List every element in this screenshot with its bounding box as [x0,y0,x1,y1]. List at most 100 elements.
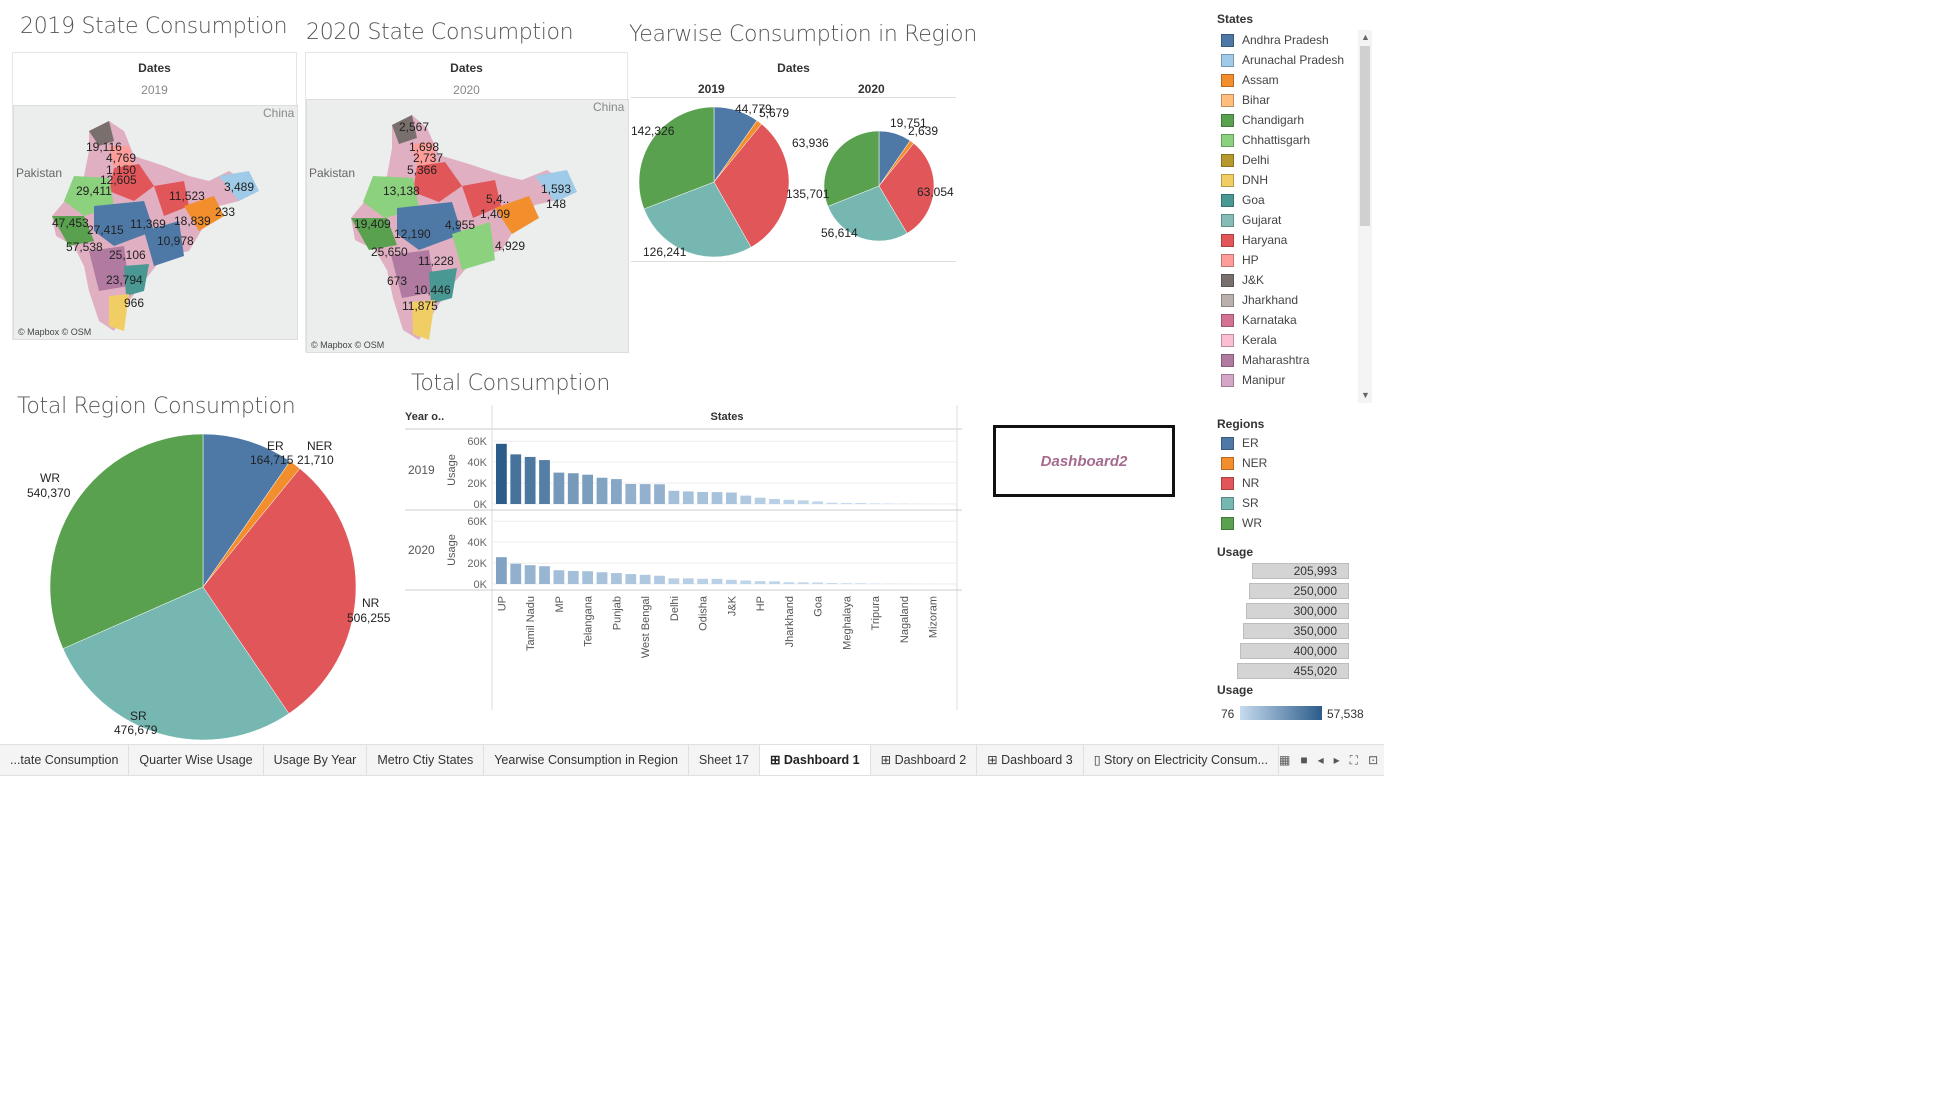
bar[interactable] [697,491,709,504]
sheet-tab[interactable]: ▯ Story on Electricity Consum... [1084,745,1279,775]
next-tab-icon[interactable]: ▸ [1333,753,1340,767]
bar[interactable] [611,573,622,584]
bar[interactable] [625,484,637,504]
bar[interactable] [797,500,809,504]
fullscreen-icon[interactable]: ⛶ [1349,752,1359,767]
legend-region-item[interactable]: ER [1221,433,1372,453]
legend-state-item[interactable]: HP [1221,250,1372,270]
bar[interactable] [496,557,507,584]
dashboard2-button[interactable]: Dashboard2 [993,425,1175,497]
sheet-tab[interactable]: Yearwise Consumption in Region [484,745,689,775]
bar[interactable] [654,484,665,504]
bar[interactable] [841,502,852,504]
scroll-up-icon[interactable]: ▲ [1361,32,1370,42]
legend-state-item[interactable]: Jharkhand [1221,290,1372,310]
bar[interactable] [812,582,824,584]
map-2019[interactable]: China Pakistan © Mapbox © OSM 19,116 4,7… [13,105,298,340]
scroll-down-icon[interactable]: ▼ [1361,390,1370,400]
prev-tab-icon[interactable]: ◂ [1317,753,1324,767]
bar[interactable] [855,502,867,504]
scroll-thumb[interactable] [1360,46,1370,226]
bar[interactable] [682,491,694,504]
legend-region-item[interactable]: WR [1221,513,1372,533]
bar[interactable] [539,566,550,584]
sheet-tab[interactable]: Usage By Year [264,745,368,775]
bar[interactable] [567,570,579,584]
bar[interactable] [668,490,680,504]
legend-region-item[interactable]: NR [1221,473,1372,493]
bar[interactable] [524,456,536,504]
bar[interactable] [826,583,838,584]
bar[interactable] [783,499,795,504]
bar[interactable] [596,572,608,584]
bar[interactable] [668,578,680,584]
bar[interactable] [639,574,651,584]
pie-slice-wr[interactable] [50,434,204,650]
sheet-tab[interactable]: ⊞ Dashboard 2 [871,745,978,775]
legend-region-item[interactable]: SR [1221,493,1372,513]
bar[interactable] [826,502,838,504]
pie-slice-nr[interactable] [878,142,934,234]
bar[interactable] [553,472,565,504]
legend-state-item[interactable]: Kerala [1221,330,1372,350]
bar[interactable] [812,501,824,504]
bar[interactable] [539,460,550,504]
bar[interactable] [697,578,709,584]
bar[interactable] [884,503,895,504]
legend-state-item[interactable]: Manipur [1221,370,1372,390]
bar[interactable] [567,473,579,504]
map-2020[interactable]: China Pakistan © Mapbox © OSM 2,567 1,69… [306,99,629,353]
bar[interactable] [682,578,694,584]
sheet-tab[interactable]: Metro Ctiy States [367,745,485,775]
bar[interactable] [855,583,867,584]
bar[interactable] [726,492,737,504]
bar[interactable] [654,575,665,584]
pie-total-region[interactable] [50,434,356,740]
bar[interactable] [510,454,522,504]
bar[interactable] [596,477,608,504]
bar[interactable] [797,582,809,584]
legend-state-item[interactable]: Karnataka [1221,310,1372,330]
pie-slice-sr[interactable] [643,181,752,257]
legend-state-item[interactable]: Chandigarh [1221,110,1372,130]
sheet-tab[interactable]: ...tate Consumption [0,745,130,775]
pie-slice-sr[interactable] [62,586,290,740]
bar[interactable] [783,582,795,584]
bar[interactable] [496,443,507,504]
bar[interactable] [510,563,522,584]
bar[interactable] [769,499,780,504]
bar[interactable] [740,495,752,504]
sheet-tab[interactable]: Sheet 17 [689,745,760,775]
legend-state-item[interactable]: Goa [1221,190,1372,210]
legend-state-item[interactable]: Assam [1221,70,1372,90]
legend-state-item[interactable]: Delhi [1221,150,1372,170]
bar[interactable] [582,571,594,584]
legend-state-item[interactable]: Maharashtra [1221,350,1372,370]
bar[interactable] [754,497,766,504]
bar-chart-total[interactable]: States Year o.. 2019 Usage 60K 40K 20K 0K 2020 Us… [405,405,975,715]
bar[interactable] [726,579,737,584]
legend-state-item[interactable]: Andhra Pradesh [1221,30,1372,50]
legend-region-item[interactable]: NER [1221,453,1372,473]
grid-view-icon[interactable]: ▦ [1279,753,1291,767]
bar[interactable] [625,574,637,584]
legend-state-item[interactable]: J&K [1221,270,1372,290]
legend-states-list[interactable]: Andhra Pradesh Arunachal Pradesh Assam Biha… [1217,30,1372,403]
bar[interactable] [754,581,766,584]
pie-2020[interactable] [824,131,934,241]
bar[interactable] [769,581,780,584]
bar[interactable] [611,479,622,504]
pie-slice-nr[interactable] [202,468,356,714]
sheet-tab[interactable]: ⊞ Dashboard 3 [977,745,1084,775]
bar[interactable] [740,580,752,584]
bar[interactable] [582,474,594,504]
pie-slice-nr[interactable] [713,123,789,248]
legend-state-item[interactable]: Chhattisgarh [1221,130,1372,150]
bar[interactable] [869,503,881,504]
bar[interactable] [553,570,565,584]
legend-state-item[interactable]: DNH [1221,170,1372,190]
bar[interactable] [711,578,723,584]
legend-state-item[interactable]: Gujarat [1221,210,1372,230]
bar[interactable] [639,484,651,504]
bar[interactable] [841,583,852,584]
